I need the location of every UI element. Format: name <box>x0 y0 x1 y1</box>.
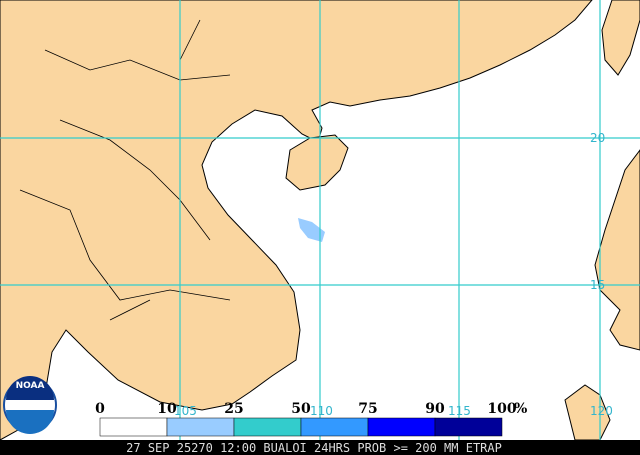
legend-label: 90 <box>425 401 445 417</box>
legend-label: 100 <box>487 401 516 417</box>
legend: 0 10 25 50 75 90 100% <box>95 401 527 437</box>
legend-label: 50 <box>291 401 311 417</box>
probability-area <box>298 218 325 242</box>
legend-swatch <box>99 417 168 437</box>
legend-unit: % <box>514 401 527 417</box>
mainland <box>0 0 593 441</box>
legend-swatch <box>367 417 436 437</box>
logo-text: NOAA <box>16 381 45 391</box>
legend-label: 25 <box>224 401 243 417</box>
legend-swatch <box>166 417 235 437</box>
borders <box>19 19 231 321</box>
noaa-logo: NOAA <box>3 376 57 434</box>
legend-label: 0 <box>95 401 105 417</box>
taiwan <box>601 0 640 76</box>
philippines <box>594 149 640 351</box>
legend-swatch <box>300 417 369 437</box>
footer-text: 27 SEP 25270 12:00 BUALOI 24HRS PROB >= … <box>126 441 502 455</box>
lon-label: 105 <box>174 404 197 418</box>
lon-label: 115 <box>448 404 471 418</box>
lat-label: 20 <box>590 131 605 145</box>
grid: 105 110 115 120 20 15 <box>0 0 640 440</box>
lon-label: 110 <box>310 404 333 418</box>
legend-swatch <box>233 417 302 437</box>
lat-label: 15 <box>590 278 605 292</box>
lon-label: 120 <box>590 404 613 418</box>
footer-bar <box>0 440 640 455</box>
legend-label: 75 <box>358 401 377 417</box>
legend-label: 10 <box>157 401 177 417</box>
legend-swatch <box>434 417 503 437</box>
hainan <box>285 134 349 191</box>
